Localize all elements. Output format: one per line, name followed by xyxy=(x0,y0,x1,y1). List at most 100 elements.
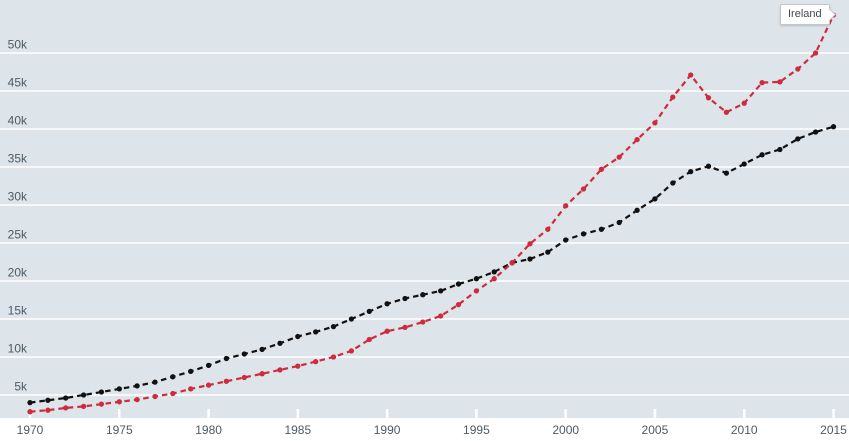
data-point-ireland-1994[interactable] xyxy=(455,301,462,308)
data-point-black-1983[interactable] xyxy=(259,346,265,353)
series-line-ireland xyxy=(29,14,835,413)
data-point-black-1977[interactable] xyxy=(152,379,158,385)
data-point-ireland-1973[interactable] xyxy=(80,403,87,410)
y-axis-label: 50k xyxy=(8,38,28,52)
data-point-ireland-1970[interactable] xyxy=(27,409,33,415)
data-point-ireland-1985[interactable] xyxy=(295,363,301,369)
data-point-ireland-1977[interactable] xyxy=(152,393,158,400)
data-point-black-2003[interactable] xyxy=(616,219,622,226)
data-point-black-1984[interactable] xyxy=(277,340,283,346)
data-point-ireland-1984[interactable] xyxy=(277,367,283,373)
data-point-black-1990[interactable] xyxy=(384,301,390,307)
data-point-ireland-1992[interactable] xyxy=(420,319,426,325)
data-point-ireland-1988[interactable] xyxy=(348,348,355,354)
data-point-ireland-2011[interactable] xyxy=(759,79,765,86)
data-point-ireland-2006[interactable] xyxy=(670,94,676,100)
data-point-black-2015[interactable] xyxy=(830,124,837,130)
data-point-ireland-2004[interactable] xyxy=(634,136,640,143)
data-point-black-1992[interactable] xyxy=(420,292,426,298)
data-point-black-1986[interactable] xyxy=(313,329,319,335)
data-point-ireland-2000[interactable] xyxy=(563,203,569,209)
data-point-black-1987[interactable] xyxy=(330,323,337,330)
data-point-black-1981[interactable] xyxy=(223,355,230,362)
data-point-black-1974[interactable] xyxy=(98,389,105,395)
data-point-black-1971[interactable] xyxy=(45,397,51,403)
data-point-ireland-1999[interactable] xyxy=(545,226,551,232)
data-point-ireland-1976[interactable] xyxy=(134,396,140,403)
data-point-black-2007[interactable] xyxy=(688,168,694,175)
data-point-ireland-1971[interactable] xyxy=(45,407,51,413)
data-point-ireland-1978[interactable] xyxy=(170,390,176,397)
tooltip-label: Ireland xyxy=(788,8,822,20)
data-point-black-1978[interactable] xyxy=(170,374,176,380)
data-point-ireland-2012[interactable] xyxy=(777,79,783,85)
data-point-ireland-1974[interactable] xyxy=(98,401,105,407)
data-point-ireland-2008[interactable] xyxy=(705,95,712,101)
data-point-black-1995[interactable] xyxy=(473,276,480,282)
data-point-ireland-1993[interactable] xyxy=(438,313,444,319)
data-point-ireland-1997[interactable] xyxy=(509,260,515,266)
x-axis-label: 2000 xyxy=(552,423,579,437)
data-point-ireland-2001[interactable] xyxy=(580,186,587,192)
data-point-ireland-1983[interactable] xyxy=(259,371,265,377)
data-point-ireland-2010[interactable] xyxy=(741,100,747,106)
data-point-ireland-1979[interactable] xyxy=(188,386,194,392)
x-axis-label: 1980 xyxy=(195,423,222,437)
data-point-ireland-2003[interactable] xyxy=(616,154,622,160)
data-point-black-2006[interactable] xyxy=(670,180,676,186)
data-point-black-2009[interactable] xyxy=(723,170,730,176)
data-point-black-1989[interactable] xyxy=(366,308,372,315)
data-point-black-2001[interactable] xyxy=(580,231,587,237)
data-point-black-1979[interactable] xyxy=(188,368,194,375)
data-point-black-1993[interactable] xyxy=(438,288,444,294)
data-point-ireland-1975[interactable] xyxy=(116,399,122,405)
data-point-black-1975[interactable] xyxy=(116,386,122,392)
data-point-ireland-1990[interactable] xyxy=(384,328,390,334)
data-point-ireland-1986[interactable] xyxy=(313,358,319,365)
data-point-ireland-1981[interactable] xyxy=(223,378,230,384)
data-point-black-2000[interactable] xyxy=(563,237,569,243)
data-point-black-1991[interactable] xyxy=(402,295,408,302)
data-point-black-1982[interactable] xyxy=(241,351,247,357)
data-point-ireland-2007[interactable] xyxy=(688,72,694,78)
data-point-black-2014[interactable] xyxy=(812,129,819,135)
data-point-black-1973[interactable] xyxy=(80,392,87,398)
data-point-ireland-2005[interactable] xyxy=(652,120,658,126)
data-point-ireland-1991[interactable] xyxy=(402,324,408,331)
data-point-ireland-2002[interactable] xyxy=(598,166,605,172)
data-point-ireland-1982[interactable] xyxy=(241,374,247,381)
data-point-black-1976[interactable] xyxy=(134,383,140,389)
data-point-black-2013[interactable] xyxy=(795,136,801,142)
data-point-ireland-2014[interactable] xyxy=(812,50,819,56)
data-point-black-1980[interactable] xyxy=(205,362,212,369)
data-point-black-2005[interactable] xyxy=(652,196,658,202)
data-point-black-1972[interactable] xyxy=(63,395,69,401)
plot-background xyxy=(0,0,849,418)
data-point-black-2004[interactable] xyxy=(634,207,640,213)
data-point-black-1998[interactable] xyxy=(527,256,533,262)
data-point-black-2010[interactable] xyxy=(741,161,747,167)
data-point-black-2012[interactable] xyxy=(777,146,783,153)
series-line-black xyxy=(29,125,834,404)
data-point-ireland-1995[interactable] xyxy=(473,288,480,294)
data-point-black-1999[interactable] xyxy=(545,249,551,255)
data-point-ireland-1989[interactable] xyxy=(366,336,372,343)
data-point-ireland-1980[interactable] xyxy=(205,382,212,388)
data-point-black-2002[interactable] xyxy=(598,226,605,232)
data-point-black-1970[interactable] xyxy=(27,399,33,406)
data-point-black-2008[interactable] xyxy=(705,163,712,169)
data-point-black-2011[interactable] xyxy=(759,152,765,158)
data-point-ireland-1998[interactable] xyxy=(527,241,533,247)
data-point-black-1988[interactable] xyxy=(348,316,355,322)
y-axis-label: 5k xyxy=(14,380,28,394)
data-point-ireland-1987[interactable] xyxy=(330,354,337,360)
data-point-ireland-2009[interactable] xyxy=(723,109,730,115)
data-point-ireland-2013[interactable] xyxy=(795,66,801,72)
data-point-black-1994[interactable] xyxy=(455,281,462,287)
y-axis-label: 15k xyxy=(8,304,28,318)
data-point-ireland-1972[interactable] xyxy=(63,405,69,411)
data-point-ireland-1996[interactable] xyxy=(491,276,497,282)
data-point-black-1985[interactable] xyxy=(295,333,301,340)
data-point-black-1996[interactable] xyxy=(491,269,497,275)
